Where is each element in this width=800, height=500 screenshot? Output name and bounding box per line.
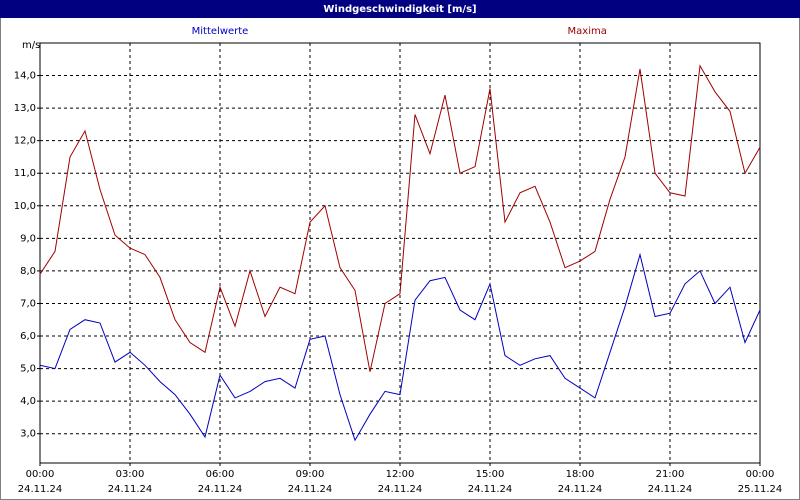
y-axis-label: m/s — [22, 40, 40, 51]
y-tick-label: 4,0 — [20, 396, 36, 407]
x-tick-label: 12:00 — [386, 469, 415, 480]
legend-entry: Maxima — [568, 26, 607, 37]
x-tick-date: 24.11.24 — [18, 484, 63, 495]
x-tick-date: 24.11.24 — [108, 484, 153, 495]
y-tick-label: 8,0 — [20, 266, 36, 277]
series-line — [39, 252, 761, 442]
y-tick-label: 9,0 — [20, 233, 36, 244]
x-tick-date: 25.11.24 — [738, 484, 783, 495]
y-tick-label: 10,0 — [14, 201, 36, 212]
title-bar — [0, 0, 800, 18]
x-tick-date: 24.11.24 — [198, 484, 243, 495]
x-tick-date: 24.11.24 — [378, 484, 423, 495]
x-tick-date: 24.11.24 — [288, 484, 333, 495]
y-tick-label: 5,0 — [20, 364, 36, 375]
x-tick-label: 00:00 — [746, 469, 775, 480]
chart-title: Windgeschwindigkeit [m/s] — [323, 4, 476, 15]
x-tick-label: 09:00 — [296, 469, 325, 480]
y-tick-label: 7,0 — [20, 298, 36, 309]
x-tick-label: 15:00 — [476, 469, 505, 480]
x-tick-date: 24.11.24 — [558, 484, 603, 495]
y-tick-label: 12,0 — [14, 136, 36, 147]
x-tick-label: 21:00 — [656, 469, 685, 480]
y-tick-label: 6,0 — [20, 331, 36, 342]
series-line — [39, 64, 761, 372]
x-tick-label: 06:00 — [206, 469, 235, 480]
legend-entry: Mittelwerte — [192, 26, 249, 37]
y-tick-label: 11,0 — [14, 168, 36, 179]
x-tick-label: 00:00 — [26, 469, 55, 480]
x-tick-label: 18:00 — [566, 469, 595, 480]
x-tick-date: 24.11.24 — [648, 484, 693, 495]
x-tick-label: 03:00 — [116, 469, 145, 480]
y-tick-label: 13,0 — [14, 103, 36, 114]
y-tick-label: 14,0 — [14, 71, 36, 82]
x-tick-date: 24.11.24 — [468, 484, 513, 495]
y-tick-label: 3,0 — [20, 429, 36, 440]
